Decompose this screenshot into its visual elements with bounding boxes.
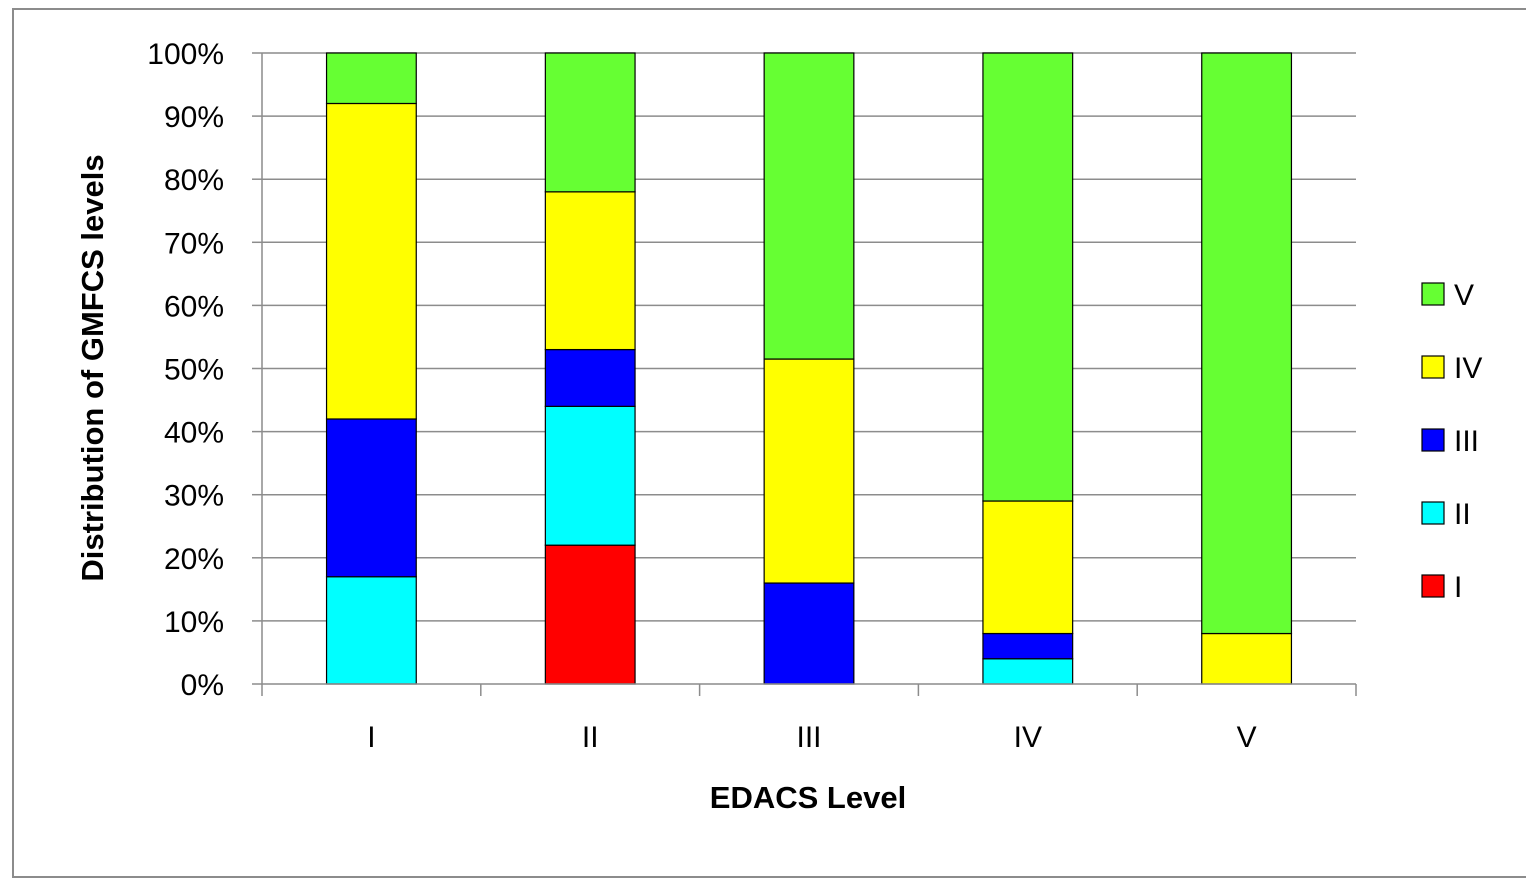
y-tick-label: 20%: [164, 543, 224, 576]
legend-swatch: [1421, 501, 1445, 525]
bar-segment-II-gmfcs-II: [544, 405, 636, 546]
legend-label: I: [1454, 571, 1462, 604]
bar-segment-III-gmfcs-IV: [763, 358, 855, 584]
y-tick-label: 0%: [181, 669, 224, 702]
x-tick-label: III: [796, 721, 821, 754]
bar-segment-I-gmfcs-V: [325, 52, 417, 105]
bar-segment-IV-gmfcs-IV: [982, 500, 1074, 635]
bar-segment-V-gmfcs-IV: [1201, 632, 1293, 685]
y-tick-label: 80%: [164, 164, 224, 197]
legend-label: III: [1454, 425, 1479, 458]
legend-label: IV: [1454, 352, 1482, 385]
bar-segment-IV-gmfcs-V: [982, 52, 1074, 502]
bar-segment-III-gmfcs-III: [763, 582, 855, 685]
bar-segment-II-gmfcs-I: [544, 544, 636, 685]
x-tick-label: V: [1237, 721, 1257, 754]
legend-swatch: [1421, 428, 1445, 452]
x-tick-label: IV: [1014, 721, 1042, 754]
x-tick-label: I: [367, 721, 375, 754]
bar-segment-II-gmfcs-V: [544, 52, 636, 193]
bar-segment-I-gmfcs-III: [325, 418, 417, 578]
bar-segment-V-gmfcs-V: [1201, 52, 1293, 635]
y-tick-label: 70%: [164, 227, 224, 260]
bar-segment-II-gmfcs-IV: [544, 191, 636, 351]
y-tick-label: 90%: [164, 101, 224, 134]
bar-segment-I-gmfcs-II: [325, 576, 417, 685]
x-tick-labels: I II III IV V: [367, 721, 1256, 754]
y-tick-labels: 0% 10% 20% 30% 40% 50% 60% 70% 80% 90% 100%: [147, 38, 224, 702]
bar-segment-IV-gmfcs-III: [982, 632, 1074, 660]
bars: [325, 52, 1293, 685]
y-tick-label: 60%: [164, 290, 224, 323]
x-axis-title: EDACS Level: [710, 780, 906, 815]
y-tick-label: 50%: [164, 354, 224, 387]
x-tick-label: II: [582, 721, 599, 754]
y-axis-title: Distribution of GMFCS levels: [75, 154, 110, 581]
bar-segment-I-gmfcs-IV: [325, 102, 417, 420]
y-tick-label: 100%: [147, 38, 224, 71]
y-tick-label: 10%: [164, 606, 224, 639]
y-tick-label: 30%: [164, 480, 224, 513]
bar-segment-II-gmfcs-III: [544, 348, 636, 407]
y-tick-label: 40%: [164, 417, 224, 450]
legend-swatch: [1421, 282, 1445, 306]
bar-segment-IV-gmfcs-II: [982, 658, 1074, 685]
legend-label: II: [1454, 498, 1471, 531]
legend-swatch: [1421, 355, 1445, 379]
bar-segment-III-gmfcs-V: [763, 52, 855, 360]
axes: [252, 52, 1357, 696]
legend-label: V: [1454, 279, 1474, 312]
legend-swatch: [1421, 574, 1445, 598]
